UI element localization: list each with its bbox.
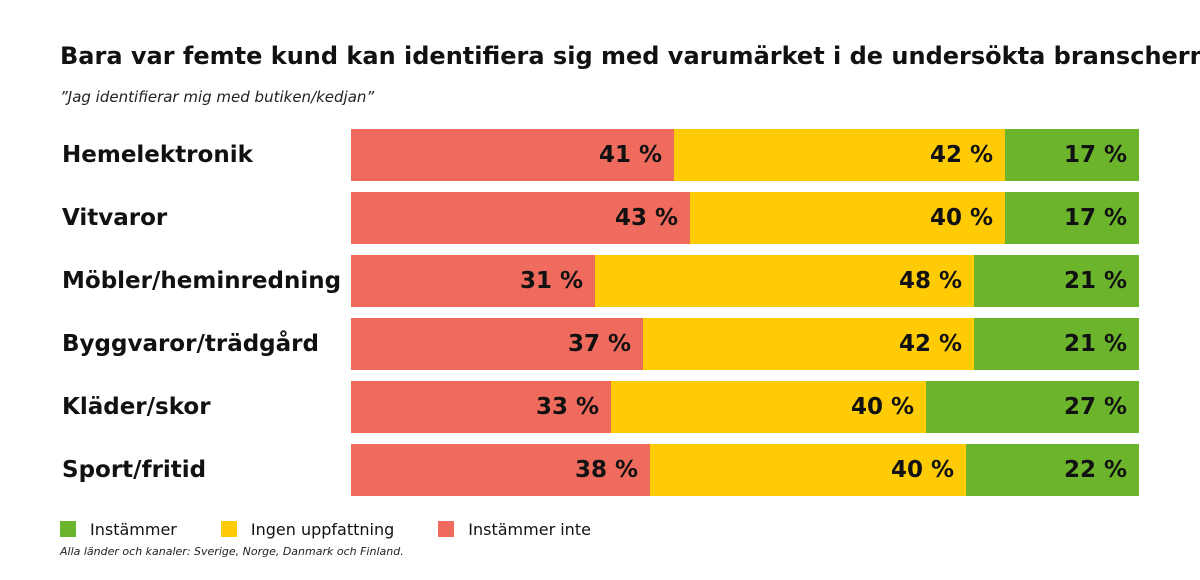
bar-segment <box>351 192 690 244</box>
legend-label: Instämmer inte <box>468 519 591 539</box>
bar-segment <box>926 381 1139 433</box>
data-label: 37 % <box>567 331 631 357</box>
bar-segment <box>351 444 650 496</box>
data-label: 40 % <box>850 394 914 420</box>
data-label: 21 % <box>1063 268 1127 294</box>
data-label: 17 % <box>1063 205 1127 231</box>
legend-item: Instämmer <box>60 520 177 539</box>
bar-segment <box>351 381 611 433</box>
data-label: 42 % <box>929 142 993 168</box>
data-label: 38 % <box>574 457 638 483</box>
data-label: 21 % <box>1063 331 1127 357</box>
data-label: 33 % <box>535 394 599 420</box>
data-label: 22 % <box>1063 457 1127 483</box>
data-label: 48 % <box>898 268 962 294</box>
bar-segment <box>650 444 966 496</box>
data-label: 17 % <box>1063 142 1127 168</box>
bar-segment <box>974 318 1139 370</box>
legend-item: Ingen uppfattning <box>220 519 395 539</box>
bar-segment <box>351 318 643 370</box>
bar-segment <box>643 318 974 370</box>
category-label: Möbler/heminredning <box>62 268 342 294</box>
data-label: 40 % <box>890 457 954 483</box>
data-label: 43 % <box>614 205 678 231</box>
legend-item: Instämmer inte <box>438 520 591 539</box>
legend-swatch <box>220 521 237 537</box>
bar-segment <box>974 255 1139 307</box>
data-label: 31 % <box>519 268 583 294</box>
legend-swatch <box>60 521 76 537</box>
category-label: Byggvaror/trädgård <box>62 331 319 357</box>
chart-subtitle: ”Jag identifierar mig med butiken/kedjan… <box>60 88 375 106</box>
data-label: 42 % <box>898 331 962 357</box>
bar-segment <box>966 444 1139 496</box>
legend: Instämmer Ingen uppfattning Instämmer inte <box>60 518 635 540</box>
bar-segment <box>351 129 674 181</box>
category-label: Kläder/skor <box>62 394 211 420</box>
bar-segment <box>595 255 974 307</box>
data-label: 40 % <box>929 205 993 231</box>
chart-title: Bara var femte kund kan identifiera sig … <box>60 42 1200 70</box>
bar-segment <box>351 255 595 307</box>
bar-segment <box>674 129 1005 181</box>
bar-segment <box>690 192 1005 244</box>
legend-swatch <box>438 521 455 537</box>
legend-label: Instämmer <box>90 519 177 539</box>
data-label: 41 % <box>598 142 662 168</box>
bar-segment <box>1005 192 1139 244</box>
category-label: Sport/fritid <box>62 457 207 483</box>
legend-label: Ingen uppfattning <box>250 519 395 539</box>
category-label: Hemelektronik <box>62 142 253 168</box>
data-label: 27 % <box>1063 394 1127 420</box>
bar-segment <box>1005 129 1139 181</box>
bar-segment <box>611 381 926 433</box>
category-label: Vitvaror <box>62 205 168 231</box>
footnote: Alla länder och kanaler: Sverige, Norge,… <box>60 545 404 558</box>
